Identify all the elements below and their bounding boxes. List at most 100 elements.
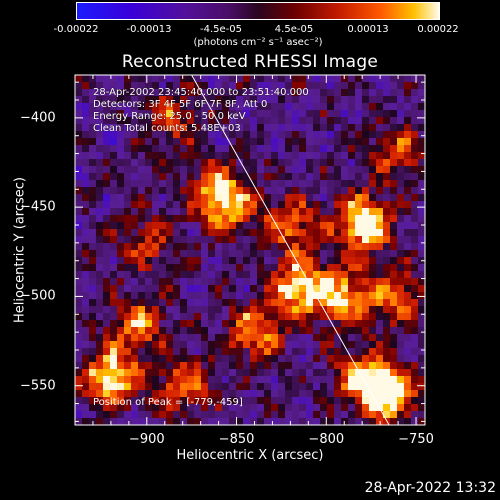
heatmap-cell (390, 243, 398, 251)
heatmap-cell (173, 271, 181, 279)
heatmap-cell (215, 397, 223, 405)
heatmap-cell (285, 173, 293, 181)
heatmap-cell (250, 418, 258, 425)
heatmap-cell (278, 355, 286, 363)
heatmap-cell (278, 313, 286, 321)
heatmap-cell (194, 243, 202, 251)
heatmap-cell (299, 390, 307, 398)
heatmap-cell (82, 194, 90, 202)
heatmap-cell (117, 138, 125, 146)
heatmap-cell (264, 285, 272, 293)
heatmap-cell (131, 369, 139, 377)
heatmap-cell (278, 124, 286, 132)
heatmap-cell (194, 334, 202, 342)
heatmap-cell (250, 166, 258, 174)
heatmap-cell (376, 334, 384, 342)
heatmap-cell (131, 306, 139, 314)
heatmap-cell (229, 131, 237, 139)
heatmap-cell (96, 341, 104, 349)
heatmap-cell (187, 152, 195, 160)
heatmap-cell (173, 250, 181, 258)
heatmap-cell (264, 243, 272, 251)
heatmap-cell (110, 208, 118, 216)
heatmap-cell (292, 222, 300, 230)
heatmap-cell (159, 390, 167, 398)
heatmap-cell (271, 131, 279, 139)
heatmap-cell (124, 390, 132, 398)
heatmap-cell (341, 306, 349, 314)
heatmap-cell (82, 327, 90, 335)
heatmap-cell (152, 145, 160, 153)
heatmap-cell (376, 173, 384, 181)
heatmap-cell (418, 82, 425, 90)
heatmap-cell (313, 89, 321, 97)
heatmap-cell (208, 187, 216, 195)
heatmap-cell (89, 250, 97, 258)
heatmap-cell (278, 257, 286, 265)
heatmap-cell (75, 201, 83, 209)
heatmap-cell (390, 180, 398, 188)
heatmap-cell (348, 138, 356, 146)
heatmap-cell (285, 411, 293, 419)
heatmap-cell (243, 229, 251, 237)
heatmap-cell (411, 201, 419, 209)
heatmap-cell (124, 369, 132, 377)
heatmap-cell (194, 166, 202, 174)
heatmap-cell (313, 96, 321, 104)
heatmap-cell (173, 89, 181, 97)
heatmap-cell (362, 271, 370, 279)
heatmap-cell (355, 376, 363, 384)
heatmap-cell (418, 131, 425, 139)
heatmap-cell (229, 180, 237, 188)
heatmap-cell (390, 320, 398, 328)
heatmap-cell (327, 355, 335, 363)
heatmap-cell (327, 271, 335, 279)
heatmap-cell (362, 236, 370, 244)
heatmap-cell (229, 96, 237, 104)
heatmap-cell (117, 313, 125, 321)
heatmap-cell (229, 194, 237, 202)
heatmap-cell (313, 348, 321, 356)
heatmap-cell (285, 166, 293, 174)
heatmap-cell (327, 96, 335, 104)
heatmap-cell (376, 320, 384, 328)
heatmap-cell (173, 215, 181, 223)
heatmap-cell (271, 215, 279, 223)
heatmap-cell (390, 194, 398, 202)
heatmap-cell (89, 110, 97, 118)
heatmap-cell (117, 131, 125, 139)
heatmap-cell (376, 222, 384, 230)
heatmap-cell (257, 278, 265, 286)
heatmap-cell (362, 404, 370, 412)
heatmap-cell (145, 138, 153, 146)
heatmap-cell (222, 341, 230, 349)
heatmap-cell (152, 152, 160, 160)
heatmap-cell (222, 271, 230, 279)
heatmap-cell (194, 194, 202, 202)
heatmap-cell (138, 334, 146, 342)
heatmap-cell (215, 334, 223, 342)
heatmap-cell (411, 166, 419, 174)
heatmap-cell (320, 236, 328, 244)
heatmap-cell (299, 124, 307, 132)
heatmap-cell (222, 96, 230, 104)
heatmap-cell (306, 355, 314, 363)
heatmap-cell (313, 278, 321, 286)
heatmap-cell (404, 110, 412, 118)
heatmap-cell (236, 264, 244, 272)
heatmap-cell (166, 82, 174, 90)
heatmap-cell (362, 285, 370, 293)
heatmap-cell (299, 82, 307, 90)
heatmap-cell (369, 390, 377, 398)
heatmap-cell (257, 383, 265, 391)
heatmap-cell (236, 173, 244, 181)
heatmap-cell (278, 208, 286, 216)
heatmap-cell (348, 390, 356, 398)
heatmap-cell (320, 404, 328, 412)
heatmap-cell (75, 180, 83, 188)
heatmap-cell (89, 82, 97, 90)
heatmap-cell (390, 215, 398, 223)
heatmap-cell (89, 145, 97, 153)
heatmap-cell (124, 362, 132, 370)
heatmap-cell (285, 285, 293, 293)
